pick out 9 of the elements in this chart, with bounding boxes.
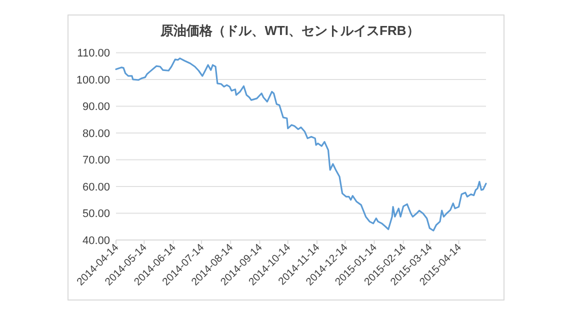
y-tick-label: 90.00 bbox=[82, 101, 110, 114]
y-tick-label: 60.00 bbox=[82, 181, 110, 194]
chart-title: 原油価格（ドル、WTI、セントルイスFRB） bbox=[160, 23, 420, 38]
y-tick-label: 100.00 bbox=[76, 74, 110, 86]
y-tick-label: 110.00 bbox=[77, 48, 110, 60]
y-tick-label: 70.00 bbox=[82, 154, 110, 167]
y-tick-label: 50.00 bbox=[82, 208, 110, 220]
y-tick-label: 40.00 bbox=[82, 235, 110, 247]
y-tick-label: 80.00 bbox=[82, 128, 110, 140]
